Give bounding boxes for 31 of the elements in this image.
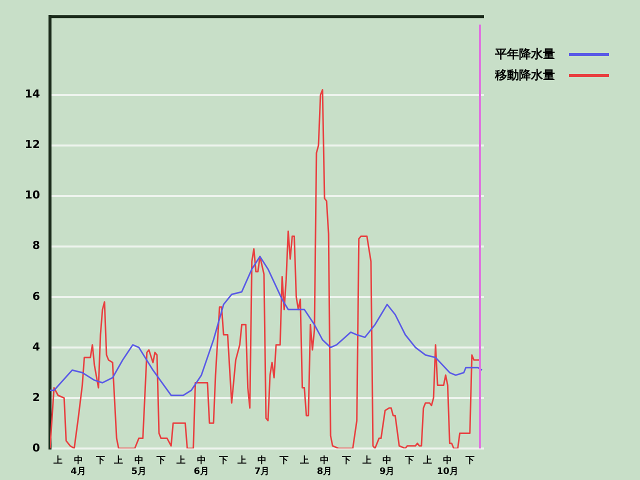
- x-tick-label: 中 8月: [316, 455, 332, 477]
- x-tick-label: 中 4月: [70, 455, 86, 477]
- x-tick-label: 中 7月: [254, 455, 270, 477]
- x-tick-label: 下: [341, 456, 352, 466]
- x-tick-label: 中 9月: [379, 455, 395, 477]
- x-tick-label: 上: [52, 455, 63, 466]
- legend-label: 平年降水量: [495, 46, 555, 63]
- y-tick-label: 12: [24, 138, 40, 152]
- y-tick-label: 8: [32, 239, 40, 252]
- y-tick-label: 6: [32, 290, 40, 303]
- x-tick-label: 上: [361, 455, 372, 466]
- x-tick-label: 中 6月: [194, 455, 210, 477]
- legend-label: 移動降水量: [495, 67, 555, 84]
- x-tick-label: 上: [113, 455, 124, 466]
- x-tick-label: 上: [176, 455, 186, 466]
- y-tick-label: 4: [32, 340, 40, 354]
- x-tick-label: 下: [404, 456, 414, 466]
- x-tick-label: 上: [236, 455, 246, 466]
- y-tick-label: 10: [24, 188, 40, 202]
- x-tick-label: 下: [464, 456, 474, 466]
- x-tick-label: 下: [278, 456, 289, 466]
- x-tick-label: 中 10月: [436, 455, 458, 477]
- x-tick-label: 下: [94, 456, 105, 466]
- x-tick-label: 上: [298, 455, 309, 466]
- y-tick-label: 2: [32, 390, 40, 404]
- y-tick-label: 14: [24, 88, 40, 101]
- x-tick-label: 下: [156, 456, 166, 466]
- x-tick-label: 中 5月: [131, 455, 146, 477]
- x-tick-label: 下: [218, 456, 228, 466]
- y-tick-label: 0: [32, 441, 40, 454]
- x-tick-label: 上: [422, 455, 432, 466]
